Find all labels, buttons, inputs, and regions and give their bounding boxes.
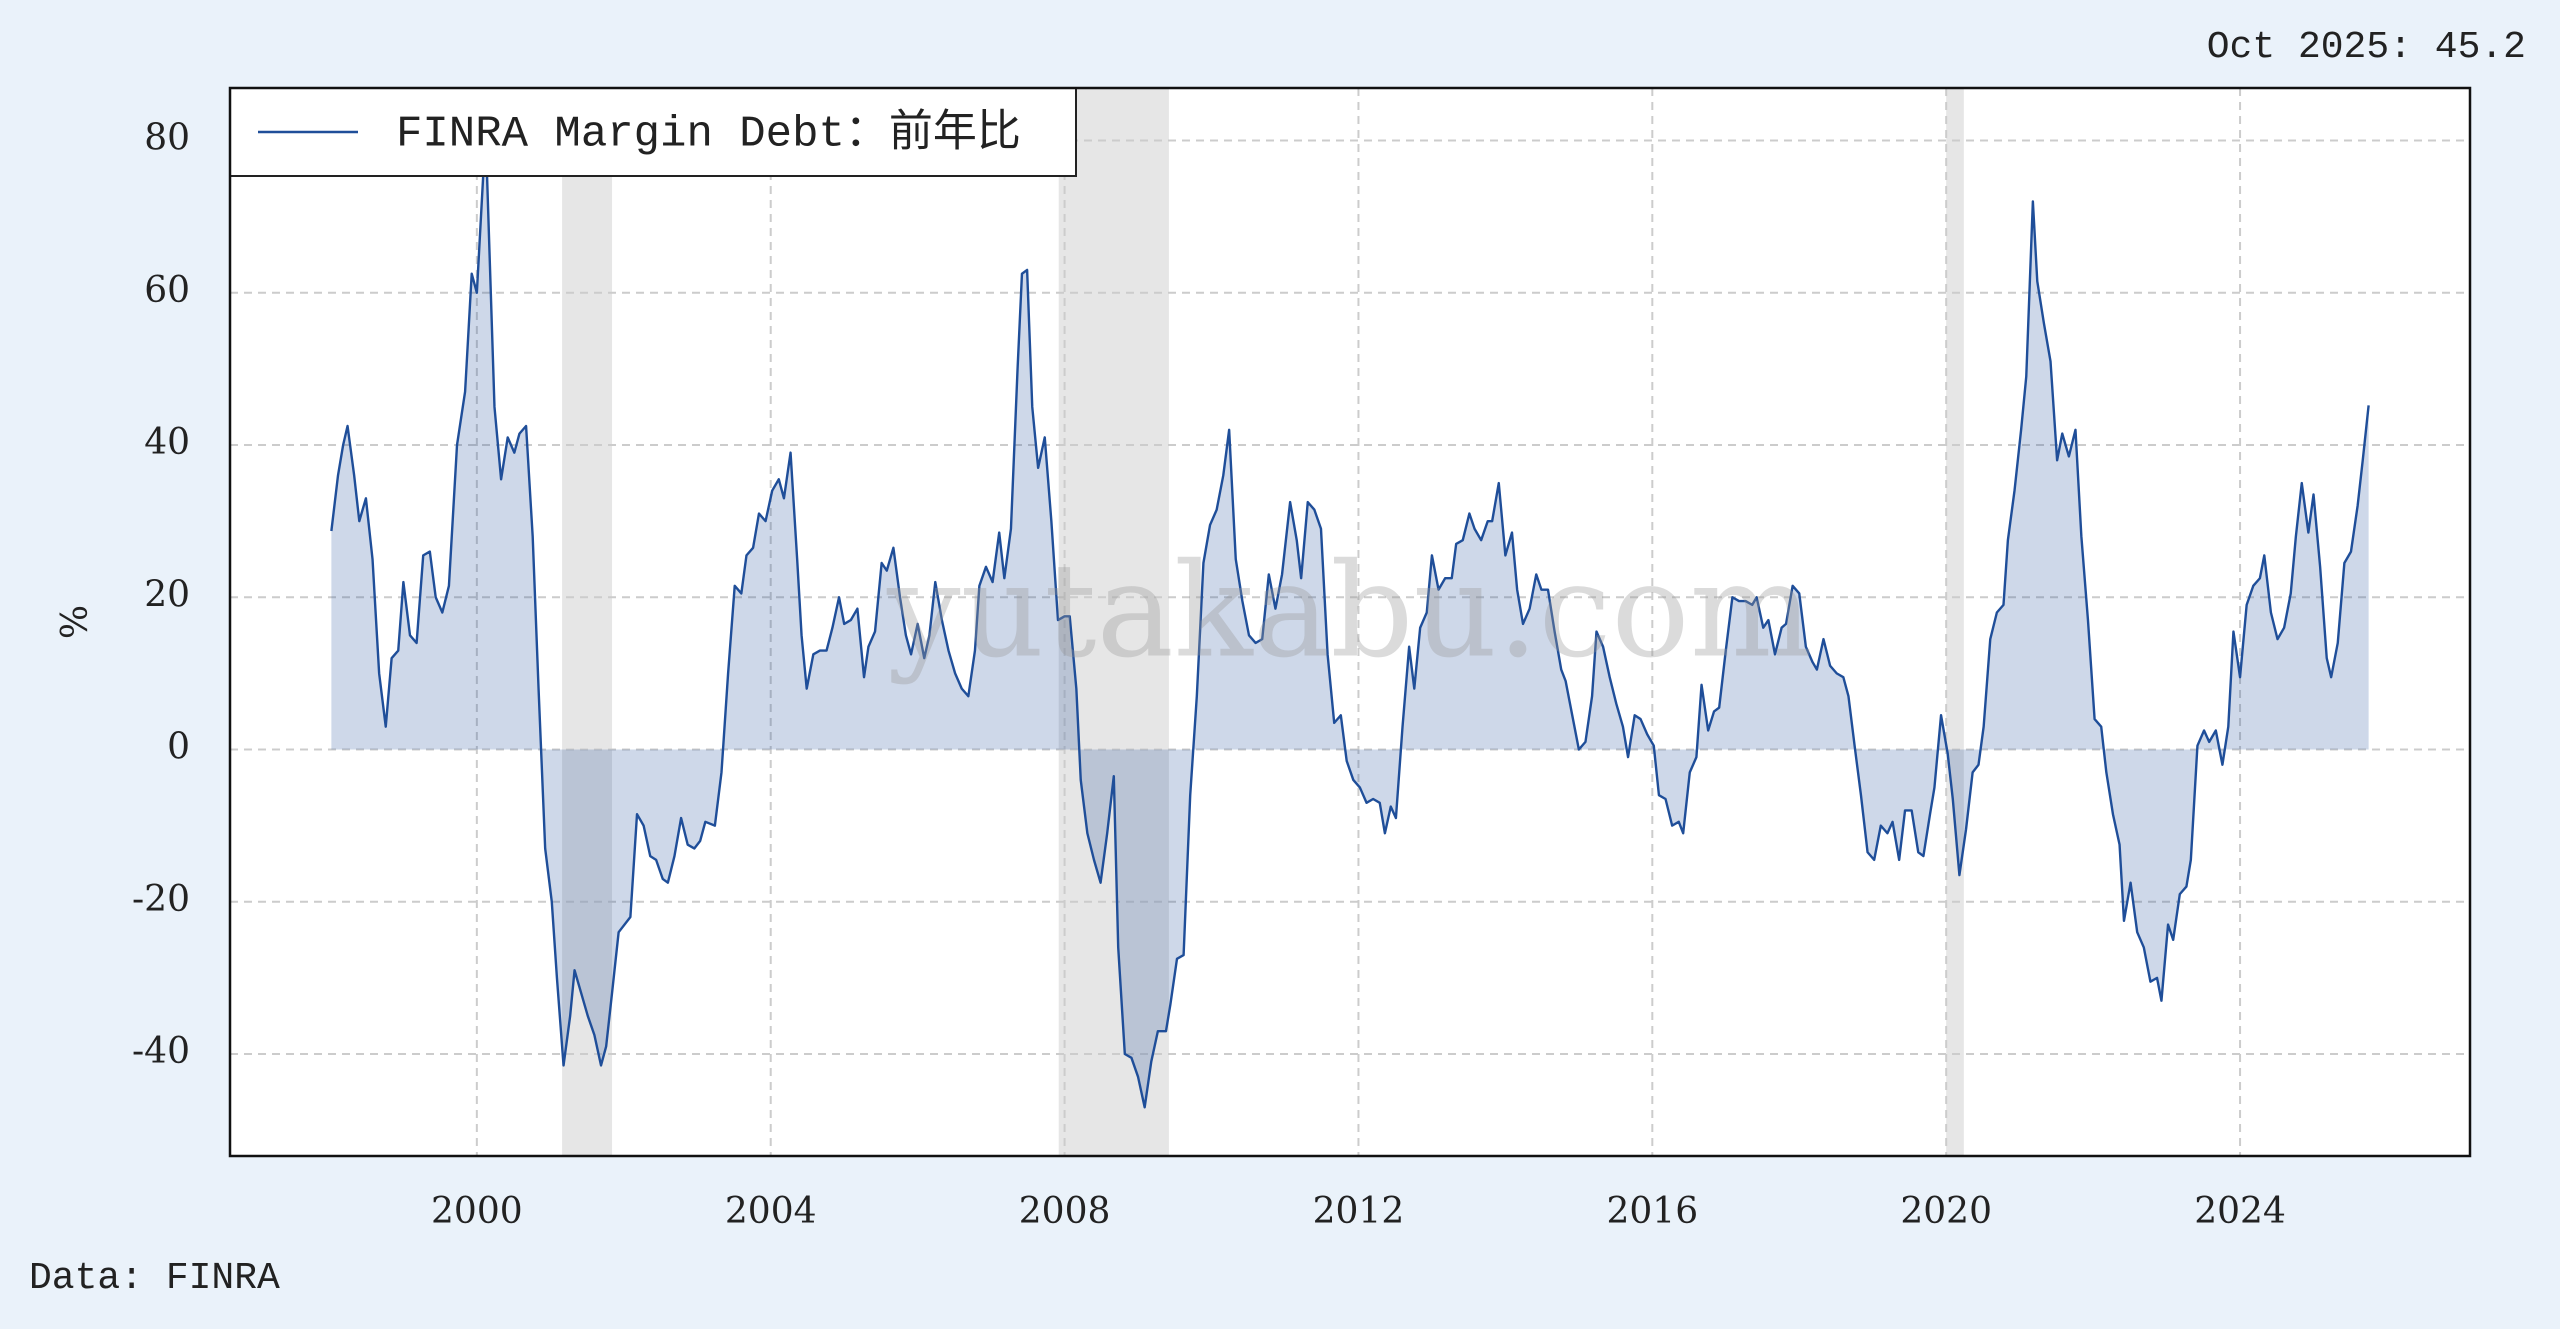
x-tick-label: 2024 bbox=[2194, 1191, 2286, 1232]
x-tick-label: 2008 bbox=[1019, 1191, 1111, 1232]
x-tick-label: 2000 bbox=[431, 1191, 523, 1232]
y-tick-label: 20 bbox=[144, 574, 190, 615]
legend-label: FINRA Margin Debt：前年比 bbox=[396, 108, 1021, 160]
shaded-span bbox=[562, 88, 613, 1156]
y-tick-label: 0 bbox=[167, 727, 190, 768]
x-tick-label: 2012 bbox=[1313, 1191, 1405, 1232]
annotation: Oct 2025: 45.2 bbox=[2207, 26, 2526, 69]
x-tick-label: 2016 bbox=[1607, 1191, 1699, 1232]
plot-layer bbox=[230, 88, 2470, 1156]
shaded-span bbox=[1946, 88, 1964, 1156]
watermark: yutakabu.com bbox=[886, 535, 1813, 687]
y-tick-label: 80 bbox=[144, 118, 190, 159]
x-tick-label: 2004 bbox=[725, 1191, 817, 1232]
legend: FINRA Margin Debt：前年比 bbox=[229, 87, 1077, 177]
source-note: Data: FINRA bbox=[29, 1257, 280, 1300]
y-axis-label: % bbox=[55, 605, 96, 639]
shaded-span bbox=[1058, 88, 1169, 1156]
line bbox=[330, 154, 2370, 1109]
y-tick-label: 40 bbox=[144, 422, 190, 463]
legend-box bbox=[229, 87, 1077, 177]
y-tick-label: -20 bbox=[132, 879, 190, 920]
x-tick-label: 2020 bbox=[1900, 1191, 1992, 1232]
y-tick-label: -40 bbox=[132, 1031, 190, 1072]
y-tick-label: 60 bbox=[144, 270, 190, 311]
overlay-layer: -40 -20 0 20 40 60 80 2000 2004 2008 2012 2016 2020 2… bbox=[132, 86, 2472, 1232]
plot-frame bbox=[228, 86, 2472, 1158]
area bbox=[331, 155, 2369, 1108]
